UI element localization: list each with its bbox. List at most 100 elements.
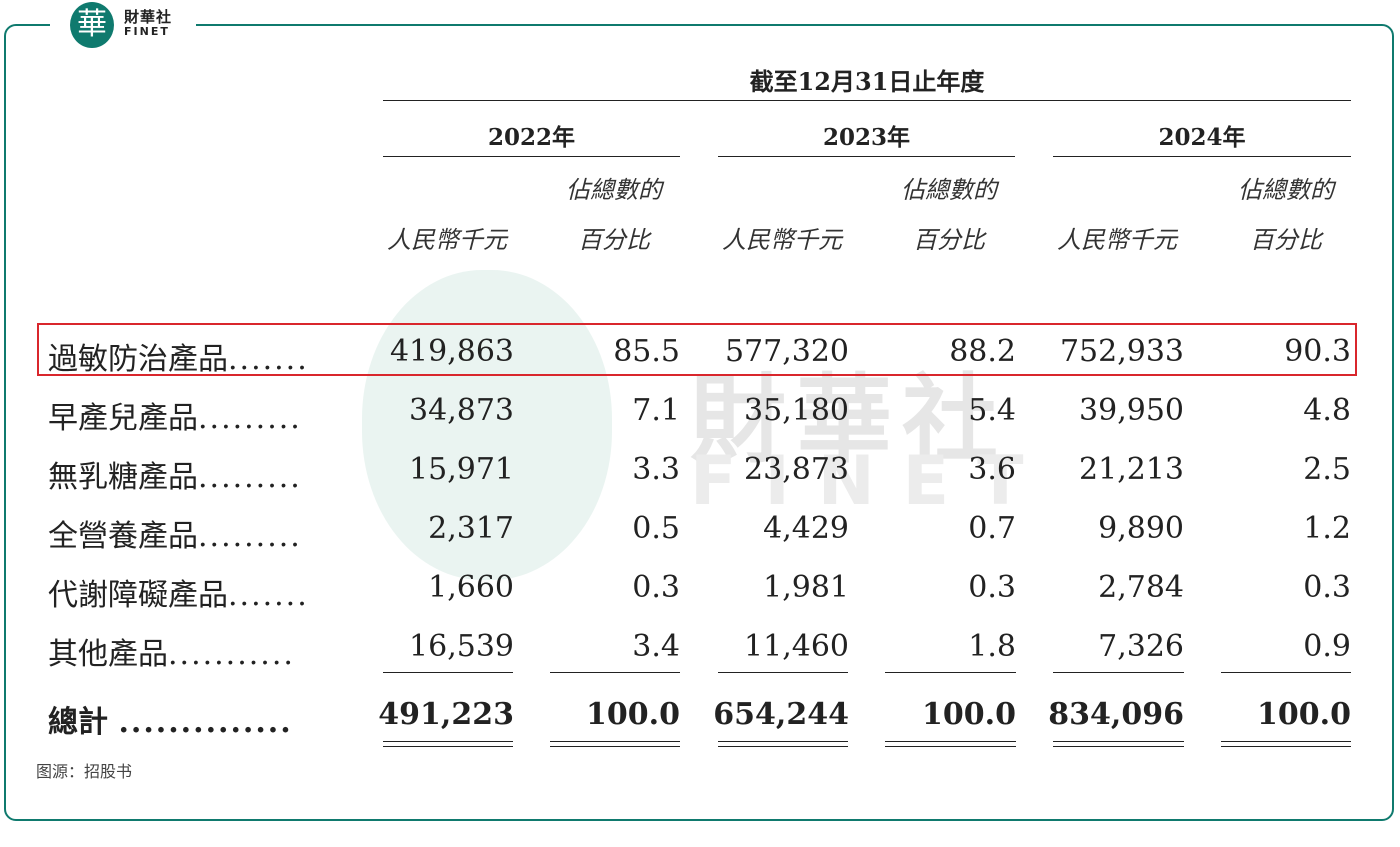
- row-label: 全營養產品: [48, 519, 198, 554]
- year-header-2022: 2022年: [487, 124, 575, 151]
- table-cell: 39,950: [1079, 393, 1184, 428]
- total-double-rule: [1221, 741, 1351, 742]
- total-double-rule: [1053, 741, 1184, 742]
- subtotal-rule: [718, 672, 848, 673]
- logo-text-en: FINET: [124, 25, 170, 38]
- total-cell: 100.0: [922, 697, 1016, 732]
- pct-header-line2-2022: 百分比: [578, 226, 650, 254]
- row-label: 早產兒產品: [48, 401, 198, 436]
- unit-header-2024: 人民幣千元: [1057, 226, 1177, 254]
- table-cell: 2,784: [1098, 570, 1184, 605]
- table-cell: 21,213: [1079, 452, 1184, 487]
- finet-logo-icon: 華: [70, 2, 114, 48]
- row-label: 過敏防治產品: [48, 342, 228, 377]
- subtotal-rule: [1053, 672, 1184, 673]
- table-cell: 35,180: [744, 393, 849, 428]
- year-rule-2023: [718, 156, 1015, 157]
- total-double-rule: [885, 741, 1016, 742]
- total-cell: 491,223: [378, 697, 514, 732]
- subtotal-rule: [1221, 672, 1351, 673]
- row-leader-dots: .......: [228, 342, 309, 377]
- total-double-rule: [718, 746, 848, 747]
- total-cell: 834,096: [1048, 697, 1184, 732]
- total-double-rule: [550, 746, 680, 747]
- row-label: 其他產品: [48, 637, 168, 672]
- table-cell: 3.3: [632, 452, 680, 487]
- watermark-text-cn: 財華社: [690, 364, 1008, 476]
- table-cell: 0.5: [632, 511, 680, 546]
- subtotal-rule: [885, 672, 1016, 673]
- period-title: 截至12月31日止年度: [749, 67, 985, 96]
- row-label: 無乳糖產品: [48, 460, 198, 495]
- subtotal-rule: [550, 672, 680, 673]
- total-cell: 654,244: [713, 697, 849, 732]
- table-cell: 4.8: [1303, 393, 1351, 428]
- watermark-badge: [362, 270, 612, 580]
- total-double-rule: [1053, 746, 1184, 747]
- content-frame: [4, 24, 1394, 821]
- row-leader-dots: .......: [228, 578, 309, 613]
- total-cell: 100.0: [586, 697, 680, 732]
- table-cell: 90.3: [1284, 334, 1351, 369]
- total-cell: 100.0: [1257, 697, 1351, 732]
- table-cell: 752,933: [1059, 334, 1184, 369]
- year-header-2024: 2024年: [1158, 124, 1246, 151]
- table-cell: 88.2: [949, 334, 1016, 369]
- pct-header-line1-2024: 佔總數的: [1238, 176, 1334, 204]
- total-double-rule: [718, 741, 848, 742]
- row-leader-dots: .........: [198, 519, 302, 554]
- row-leader-dots: ..............: [118, 705, 293, 740]
- total-double-rule: [383, 746, 513, 747]
- row-leader-dots: .........: [198, 460, 302, 495]
- pct-header-line1-2023: 佔總數的: [901, 176, 997, 204]
- table-cell: 0.9: [1303, 629, 1351, 664]
- table-cell: 7,326: [1098, 629, 1184, 664]
- year-rule-2022: [383, 156, 680, 157]
- row-leader-dots: ...........: [168, 637, 295, 672]
- table-cell: 2.5: [1303, 452, 1351, 487]
- table-cell: 23,873: [744, 452, 849, 487]
- table-cell: 0.3: [1303, 570, 1351, 605]
- unit-header-2023: 人民幣千元: [722, 226, 842, 254]
- table-cell: 1,660: [428, 570, 514, 605]
- table-cell: 1.2: [1303, 511, 1351, 546]
- table-cell: 0.7: [968, 511, 1016, 546]
- table-cell: 5.4: [968, 393, 1016, 428]
- unit-header-2022: 人民幣千元: [387, 226, 507, 254]
- pct-header-line2-2024: 百分比: [1250, 226, 1322, 254]
- header-rule: [383, 100, 1351, 101]
- pct-header-line2-2023: 百分比: [913, 226, 985, 254]
- total-double-rule: [550, 741, 680, 742]
- table-cell: 9,890: [1098, 511, 1184, 546]
- table-cell: 2,317: [428, 511, 514, 546]
- table-cell: 0.3: [632, 570, 680, 605]
- source-note: 图源：招股书: [36, 762, 133, 781]
- table-cell: 577,320: [724, 334, 849, 369]
- pct-header-line1-2022: 佔總數的: [566, 176, 662, 204]
- table-cell: 3.4: [632, 629, 680, 664]
- table-cell: 15,971: [409, 452, 514, 487]
- row-leader-dots: .........: [198, 401, 302, 436]
- table-cell: 3.6: [968, 452, 1016, 487]
- table-cell: 0.3: [968, 570, 1016, 605]
- table-cell: 419,863: [389, 334, 514, 369]
- total-double-rule: [885, 746, 1016, 747]
- table-cell: 7.1: [632, 393, 680, 428]
- table-cell: 34,873: [409, 393, 514, 428]
- table-cell: 1.8: [968, 629, 1016, 664]
- total-double-rule: [383, 741, 513, 742]
- year-header-2023: 2023年: [822, 124, 910, 151]
- table-cell: 4,429: [763, 511, 849, 546]
- row-label: 代謝障礙產品: [48, 578, 228, 613]
- table-cell: 11,460: [744, 629, 849, 664]
- table-cell: 85.5: [613, 334, 680, 369]
- year-rule-2024: [1053, 156, 1351, 157]
- table-cell: 1,981: [763, 570, 849, 605]
- table-cell: 16,539: [409, 629, 514, 664]
- total-double-rule: [1221, 746, 1351, 747]
- total-label: 總計: [48, 705, 108, 740]
- logo-text-cn: 財華社: [124, 8, 173, 26]
- watermark-text-en: FINET: [690, 442, 1052, 521]
- highlight-box: [37, 323, 1357, 376]
- subtotal-rule: [383, 672, 513, 673]
